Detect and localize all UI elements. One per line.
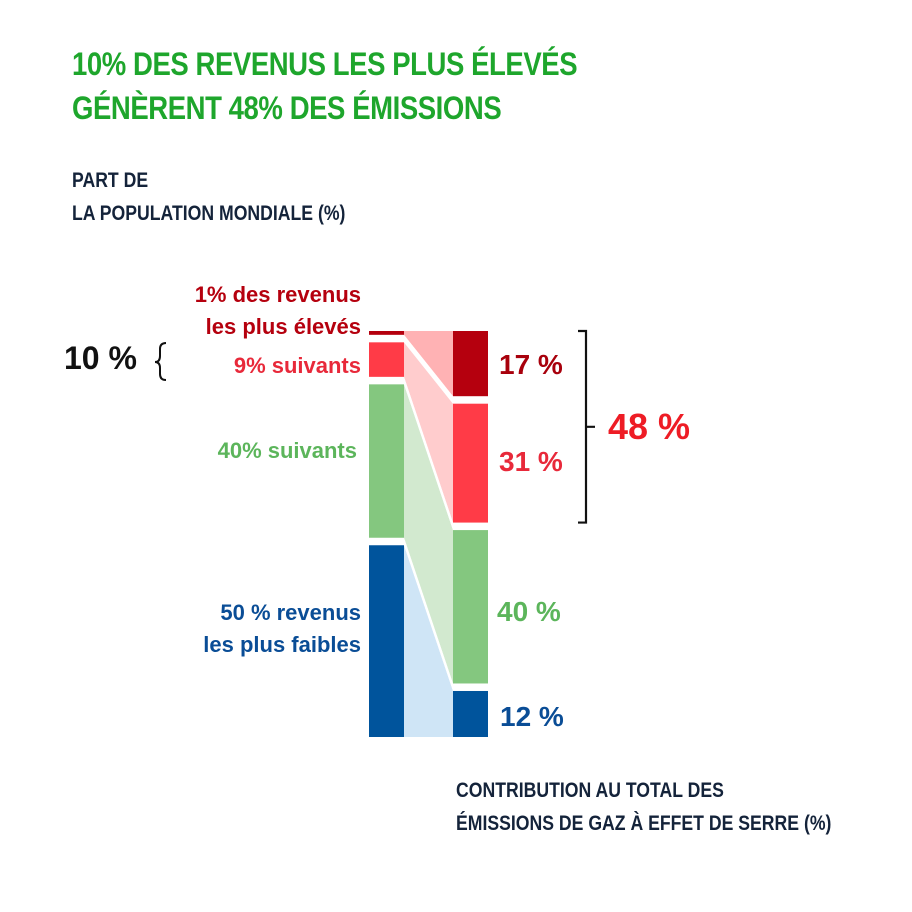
right-label-top-1: 17 %	[499, 349, 563, 380]
left-label-top-1-line-2: les plus élevés	[205, 314, 361, 339]
bracket-left	[154, 342, 167, 381]
left-label-bottom-50-line-1: 50 % revenus	[220, 600, 361, 625]
left-label-next-40-line-1: 40% suivants	[217, 438, 357, 463]
left-label-next-9-line-1: 9% suivants	[233, 353, 361, 378]
bar-emissions-top-1	[453, 331, 488, 397]
bar-population-top-1	[369, 331, 404, 335]
right-axis-title-line-1: CONTRIBUTION AU TOTAL DES	[456, 779, 724, 802]
flow-next-40	[404, 384, 453, 684]
bar-population-next-9	[369, 342, 404, 377]
chart-title-line-2: GÉNÈRENT 48% DES ÉMISSIONS	[72, 90, 502, 126]
bar-emissions-next-40	[453, 530, 488, 684]
chart-title-line-1: 10% DES REVENUS LES PLUS ÉLEVÉS	[72, 46, 578, 82]
bar-emissions-next-9	[453, 403, 488, 523]
bracket-left-label: 10 %	[64, 340, 137, 376]
bracket-right	[578, 329, 595, 524]
right-label-next-40: 40 %	[497, 596, 561, 627]
chart-title: 10% DES REVENUS LES PLUS ÉLEVÉS GÉNÈRENT…	[72, 42, 578, 130]
flow-separator	[404, 334, 453, 404]
flow-bottom-50	[404, 545, 453, 737]
bar-emissions-bottom-50	[453, 690, 488, 737]
left-axis-title-line-2: LA POPULATION MONDIALE (%)	[72, 202, 346, 225]
right-label-next-9: 31 %	[499, 446, 563, 477]
left-label-bottom-50-line-2: les plus faibles	[203, 632, 361, 657]
bar-population-next-40	[369, 384, 404, 538]
left-axis-title: PART DE LA POPULATION MONDIALE (%)	[72, 164, 345, 230]
flow-top-1	[404, 331, 453, 397]
flow-separator	[404, 376, 453, 531]
bracket-right-label: 48 %	[608, 406, 691, 447]
right-label-bottom-50: 12 %	[500, 701, 564, 732]
right-axis-title-line-2: ÉMISSIONS DE GAZ À EFFET DE SERRE (%)	[456, 812, 832, 835]
flow-separator	[404, 537, 453, 691]
right-axis-title: CONTRIBUTION AU TOTAL DES ÉMISSIONS DE G…	[456, 774, 831, 840]
left-label-next-40: 40% suivants	[218, 435, 357, 467]
left-axis-title-line-1: PART DE	[72, 169, 149, 192]
left-label-next-9: 9% suivants	[234, 350, 361, 382]
left-label-bottom-50: 50 % revenus les plus faibles	[203, 597, 361, 661]
bar-population-bottom-50	[369, 545, 404, 737]
flow-next-9	[404, 342, 453, 523]
left-label-top-1: 1% des revenus les plus élevés	[195, 279, 361, 343]
left-label-top-1-line-1: 1% des revenus	[194, 282, 361, 307]
